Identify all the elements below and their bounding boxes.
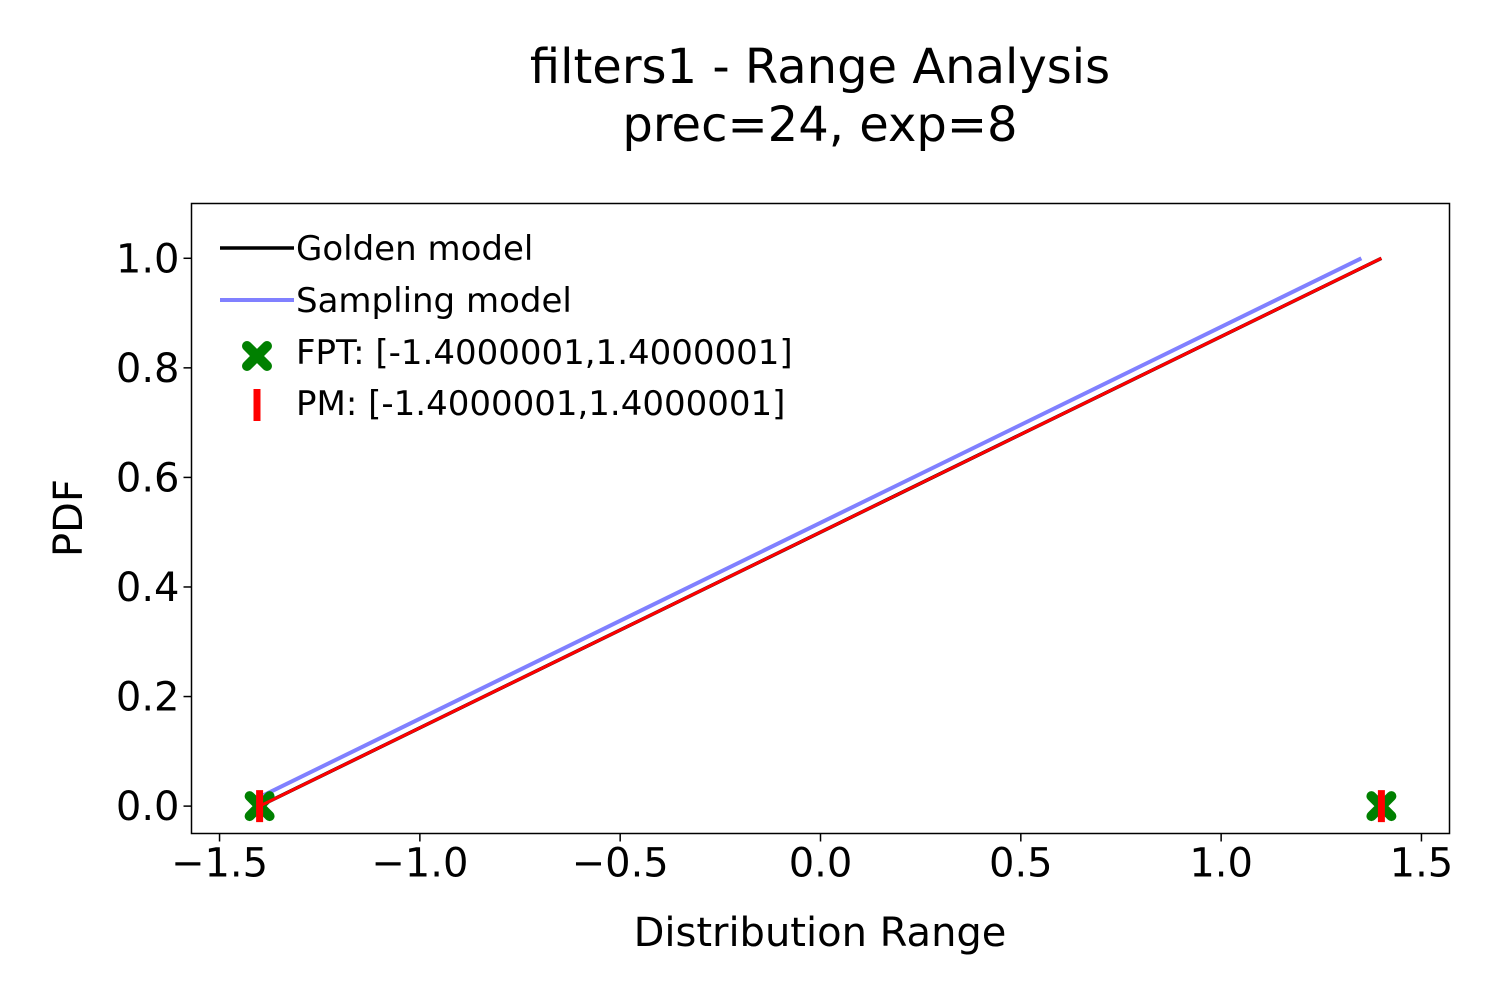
x-axis-label: Distribution Range [634,910,1007,956]
legend-label-3: PM: [-1.4000001,1.4000001] [296,384,785,424]
pm-line [258,256,1383,808]
x-axis: −1.5 −1.0 −0.5 0.0 0.5 1.0 1.5 [171,833,1454,887]
y-axis: 0.0 0.2 0.4 0.6 0.8 1.0 [116,236,192,830]
x-tick-label: 0.0 [789,841,853,887]
legend-label-1: Sampling model [296,281,572,321]
legend-label-0: Golden model [296,229,533,269]
chart-title: filters1 - Range Analysis [530,39,1110,95]
x-tick-label: 1.5 [1390,841,1454,887]
legend-swatch-2 [242,341,272,371]
x-tick-label: −1.5 [171,841,268,887]
y-tick-label: 0.2 [116,675,180,721]
y-axis-label: PDF [46,479,92,557]
x-tick-label: −0.5 [572,841,669,887]
x-tick-label: 1.0 [1189,841,1253,887]
y-tick-label: 0.4 [116,565,180,611]
legend: Golden model Sampling model FPT: [-1.40000… [220,229,793,424]
y-tick-label: 0.0 [116,784,180,830]
legend-label-2: FPT: [-1.4000001,1.4000001] [296,333,793,373]
y-tick-label: 0.6 [116,455,180,501]
chart-subtitle: prec=24, exp=8 [622,97,1017,153]
y-tick-label: 0.8 [116,346,180,392]
sampling-model-line [262,256,1363,797]
x-tick-label: 0.5 [989,841,1053,887]
x-tick-label: −1.0 [371,841,468,887]
y-tick-label: 1.0 [116,236,180,282]
plot-area [244,256,1397,823]
